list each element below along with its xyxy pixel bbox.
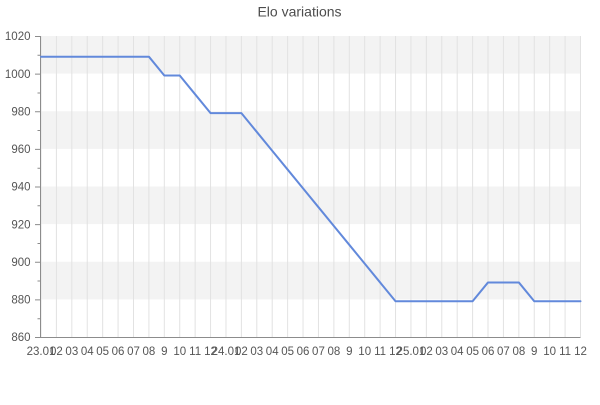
svg-text:11: 11: [559, 346, 571, 358]
svg-text:02: 02: [235, 346, 248, 358]
svg-text:08: 08: [512, 346, 525, 358]
svg-text:980: 980: [11, 106, 30, 118]
svg-text:07: 07: [127, 346, 140, 358]
svg-text:1000: 1000: [5, 69, 31, 81]
svg-text:05: 05: [466, 346, 479, 358]
svg-text:9: 9: [346, 346, 352, 358]
svg-text:03: 03: [435, 346, 448, 358]
svg-text:08: 08: [143, 346, 156, 358]
svg-text:04: 04: [81, 346, 94, 358]
svg-text:04: 04: [451, 346, 464, 358]
svg-text:25.01: 25.01: [397, 346, 426, 358]
svg-text:07: 07: [497, 346, 510, 358]
svg-text:10: 10: [543, 346, 556, 358]
svg-text:11: 11: [189, 346, 201, 358]
svg-text:06: 06: [297, 346, 310, 358]
svg-text:880: 880: [11, 295, 30, 307]
svg-text:10: 10: [173, 346, 186, 358]
svg-text:10: 10: [358, 346, 371, 358]
svg-text:9: 9: [161, 346, 167, 358]
svg-text:1020: 1020: [5, 31, 31, 43]
svg-text:03: 03: [250, 346, 263, 358]
svg-text:860: 860: [11, 332, 30, 344]
svg-text:02: 02: [50, 346, 63, 358]
svg-text:05: 05: [281, 346, 294, 358]
svg-text:05: 05: [96, 346, 109, 358]
svg-text:11: 11: [374, 346, 386, 358]
svg-text:9: 9: [531, 346, 537, 358]
svg-text:12: 12: [574, 346, 587, 358]
svg-text:920: 920: [11, 219, 30, 231]
svg-text:12: 12: [204, 346, 217, 358]
svg-text:12: 12: [389, 346, 402, 358]
svg-text:07: 07: [312, 346, 325, 358]
svg-text:06: 06: [112, 346, 125, 358]
svg-text:940: 940: [11, 182, 30, 194]
svg-text:23.01: 23.01: [27, 346, 56, 358]
svg-text:08: 08: [327, 346, 340, 358]
svg-text:03: 03: [65, 346, 78, 358]
svg-text:Elo variations: Elo variations: [257, 4, 341, 20]
svg-text:900: 900: [11, 257, 30, 269]
svg-text:04: 04: [266, 346, 279, 358]
svg-text:960: 960: [11, 144, 30, 156]
svg-text:02: 02: [420, 346, 433, 358]
svg-text:06: 06: [482, 346, 495, 358]
svg-text:24.01: 24.01: [212, 346, 241, 358]
